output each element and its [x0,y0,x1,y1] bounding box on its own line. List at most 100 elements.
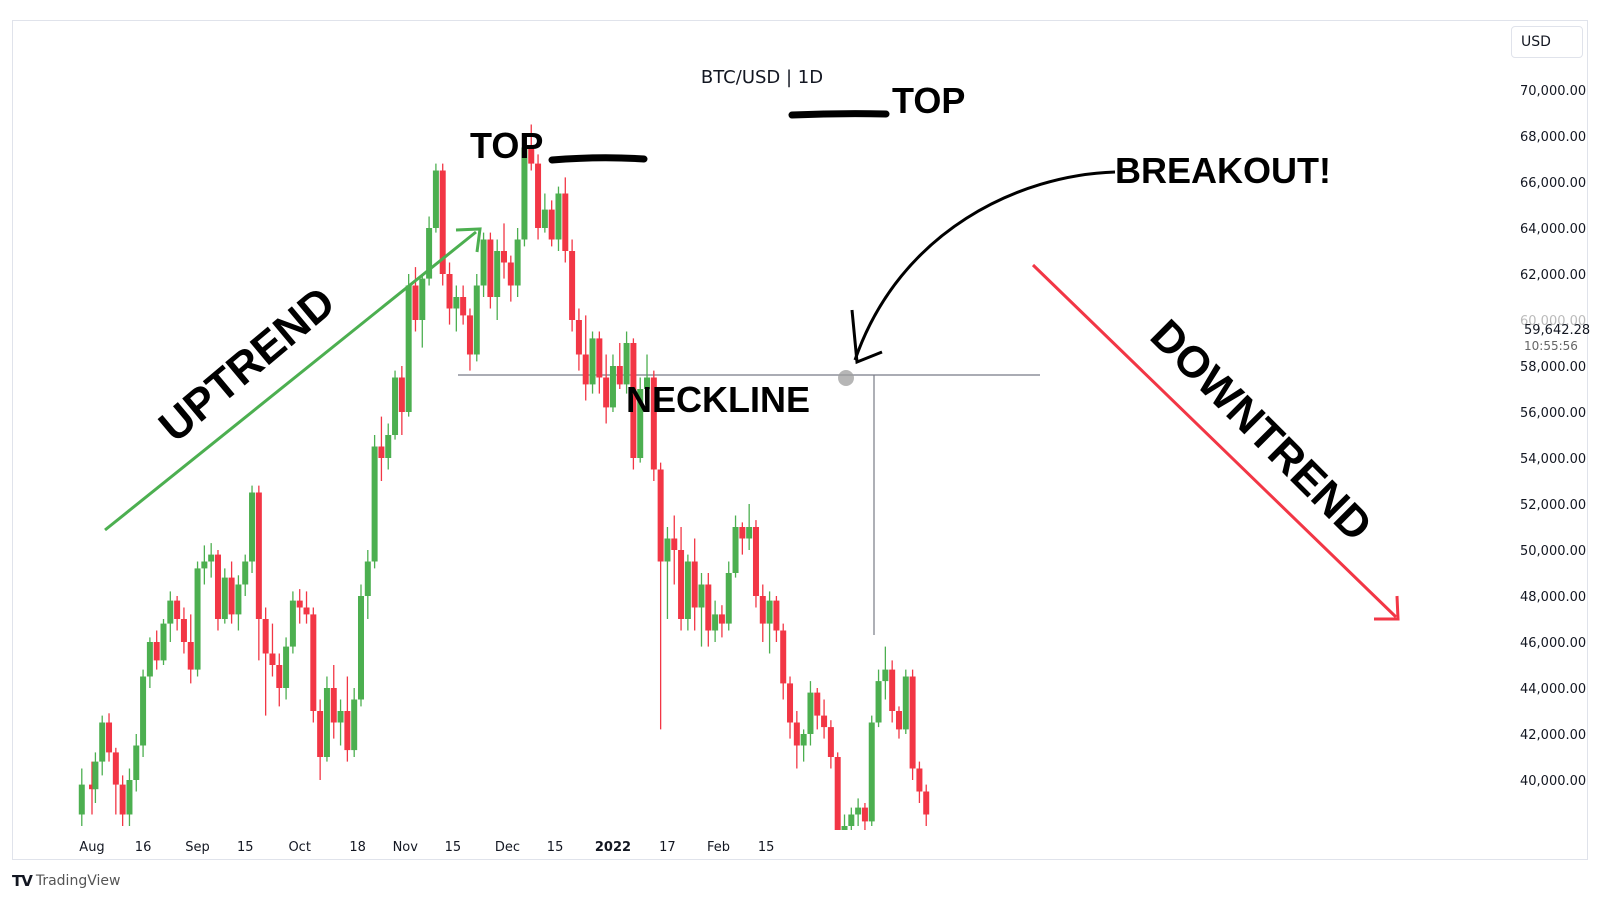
candle-body[interactable] [916,768,923,792]
candle-body[interactable] [766,600,773,624]
candle-body[interactable] [112,752,119,785]
candle-body[interactable] [603,377,610,408]
candle-body[interactable] [160,623,167,661]
candle-body[interactable] [773,600,780,631]
candle-body[interactable] [909,676,916,769]
candle-body[interactable] [344,711,351,751]
candle-body[interactable] [569,251,576,320]
candle-body[interactable] [126,780,133,815]
candle-body[interactable] [650,377,657,470]
candle-body[interactable] [92,761,99,790]
candle-body[interactable] [800,734,807,746]
candle-body[interactable] [323,688,330,757]
candle-body[interactable] [725,573,732,624]
candle-body[interactable] [228,577,235,615]
candle-body[interactable] [269,653,276,666]
candle-body[interactable] [575,320,582,355]
candle-body[interactable] [194,568,201,670]
candle-body[interactable] [746,527,753,539]
candle-body[interactable] [426,228,433,279]
candle-body[interactable] [99,722,106,762]
candle-body[interactable] [106,722,113,753]
candle-body[interactable] [589,338,596,385]
candle-body[interactable] [528,147,535,164]
candle-body[interactable] [351,699,358,751]
candle-body[interactable] [303,607,310,615]
candle-body[interactable] [133,745,140,781]
candle-body[interactable] [153,642,160,661]
candle-body[interactable] [657,469,664,562]
candle-body[interactable] [535,163,542,228]
candle-body[interactable] [793,722,800,746]
candle-body[interactable] [296,600,303,608]
candle-body[interactable] [555,193,562,240]
candle-body[interactable] [759,596,766,624]
candle-body[interactable] [882,669,889,682]
candle-body[interactable] [841,826,848,830]
candle-body[interactable] [875,681,882,723]
candle-body[interactable] [889,669,896,711]
candle-body[interactable] [460,297,467,316]
candle-body[interactable] [514,239,521,286]
candle-body[interactable] [541,209,548,228]
candle-body[interactable] [371,446,378,562]
candle-body[interactable] [732,527,739,573]
candle-body[interactable] [357,596,364,700]
candle-body[interactable] [494,251,501,297]
candle-body[interactable] [664,538,671,562]
candle-body[interactable] [821,715,828,728]
candle-body[interactable] [923,791,930,815]
candle-body[interactable] [337,711,344,723]
candle-body[interactable] [283,646,290,688]
candle-body[interactable] [814,692,821,716]
candle-body[interactable] [398,377,405,413]
candle-body[interactable] [698,584,705,608]
candle-body[interactable] [310,614,317,711]
candle-body[interactable] [289,600,296,647]
candle-body[interactable] [902,676,909,730]
candle-body[interactable] [678,550,685,619]
candle-body[interactable] [507,262,514,286]
candle-body[interactable] [446,274,453,309]
candle-body[interactable] [780,630,787,684]
candle-body[interactable] [787,683,794,723]
time-axis[interactable]: Aug 16 Sep 15 Oct 18 Nov 15 Dec 15 2022 17 Feb 15 [79,840,774,855]
candle-body[interactable] [855,807,862,815]
candle-body[interactable] [895,711,902,730]
candle-body[interactable] [180,619,187,642]
candle-body[interactable] [146,642,153,677]
candle-body[interactable] [609,366,616,408]
candle-body[interactable] [752,527,759,596]
candle-body[interactable] [861,807,868,822]
candle-body[interactable] [187,642,194,670]
candle-body[interactable] [671,538,678,551]
candle-body[interactable] [637,389,644,458]
candle-body[interactable] [562,193,569,252]
candle-body[interactable] [521,147,528,240]
candle-body[interactable] [140,676,147,746]
candle-body[interactable] [201,561,208,569]
candle-body[interactable] [807,692,814,734]
candle-body[interactable] [262,619,269,654]
candle-body[interactable] [242,561,249,585]
candle-body[interactable] [644,377,651,390]
candle-body[interactable] [255,492,262,620]
candle-body[interactable] [78,784,85,815]
candle-body[interactable] [221,577,228,619]
candle-body[interactable] [596,338,603,378]
candle-body[interactable] [208,554,215,562]
candle-body[interactable] [630,343,637,458]
candle-body[interactable] [712,614,719,631]
candle-body[interactable] [480,239,487,286]
candle-body[interactable] [392,377,399,436]
candle-body[interactable] [378,446,385,459]
candle-body[interactable] [739,527,746,539]
currency-selector[interactable]: USD [1511,26,1583,58]
candle-body[interactable] [385,435,392,458]
candle-body[interactable] [276,665,283,688]
candle-body[interactable] [174,600,181,619]
candle-body[interactable] [432,170,439,229]
tradingview-branding[interactable]: TV TradingView [12,872,120,890]
candle-body[interactable] [439,170,446,275]
